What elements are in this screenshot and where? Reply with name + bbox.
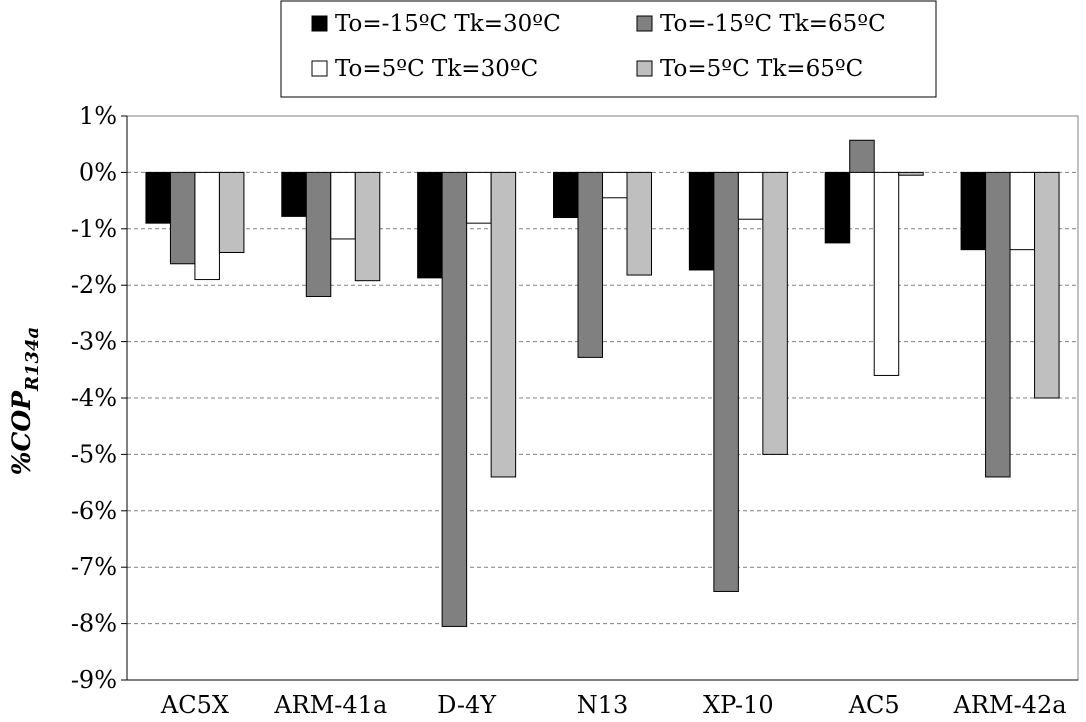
- y-tick-label: -5%: [71, 440, 117, 468]
- bar-arm-42a-series-2: [985, 171, 1011, 478]
- bars: [145, 139, 1060, 627]
- legend-label-4: To=5ºC Tk=65ºC: [660, 56, 863, 82]
- bar-xp-10-series-4: [762, 171, 788, 455]
- bar-ac5x-series-4: [218, 171, 245, 253]
- y-tick-label: -8%: [71, 610, 117, 638]
- x-tick-labels: AC5X ARM-41a D-4Y N13 XP-10 AC5 ARM-42a: [160, 691, 1067, 719]
- legend-swatch-1: [311, 15, 328, 32]
- y-tick-label: -1%: [71, 215, 117, 243]
- bar-xp-10-series-1: [688, 171, 715, 271]
- bar-n13-series-1: [553, 171, 579, 219]
- x-tick-label: AC5: [848, 691, 900, 719]
- bar-n13-series-4: [626, 171, 652, 276]
- x-tick-label: AC5X: [160, 691, 229, 719]
- y-tick-label: -4%: [71, 384, 117, 412]
- bar-arm-41a-series-1: [281, 171, 307, 217]
- y-tick-label: -7%: [71, 553, 117, 581]
- x-tick-label: XP-10: [703, 691, 774, 719]
- y-tick-label: -9%: [71, 666, 117, 694]
- legend-label-3: To=5ºC Tk=30ºC: [335, 56, 538, 82]
- bar-d-4y-series-4: [490, 171, 517, 478]
- bar-arm-41a-series-4: [354, 171, 381, 282]
- bar-ac5x-series-1: [145, 171, 171, 224]
- legend-label-1: To=-15ºC Tk=30ºC: [335, 11, 561, 37]
- legend: To=-15ºC Tk=30ºC To=-15ºC Tk=65ºC To=5ºC T…: [280, 0, 937, 98]
- y-tick-labels: 1% 0% -1% -2% -3% -4% -5% -6% -7% -8% -9%: [71, 102, 117, 694]
- y-tick-label: -6%: [71, 497, 117, 525]
- axes: [121, 115, 1079, 681]
- bar-ac5-series-3: [873, 171, 900, 376]
- bar-arm-42a-series-4: [1034, 171, 1060, 399]
- x-tick-label: D-4Y: [437, 691, 497, 719]
- bar-arm-42a-series-1: [960, 171, 987, 251]
- bar-d-4y-series-1: [417, 171, 443, 279]
- bar-ac5x-series-3: [194, 171, 220, 281]
- y-axis-label: %COPR134a: [7, 327, 43, 475]
- x-tick-label: N13: [577, 691, 629, 719]
- bar-n13-series-2: [577, 171, 603, 358]
- x-tick-label: ARM-42a: [953, 691, 1067, 719]
- legend-label-2: To=-15ºC Tk=65ºC: [660, 11, 886, 37]
- bar-ac5-series-1: [824, 171, 851, 244]
- y-tick-label: -3%: [71, 328, 117, 356]
- y-tick-label: -2%: [71, 271, 117, 299]
- legend-swatch-3: [311, 60, 328, 77]
- bar-arm-42a-series-3: [1009, 171, 1036, 251]
- bar-n13-series-3: [602, 171, 628, 199]
- bar-ac5x-series-2: [169, 171, 196, 265]
- bar-d-4y-series-2: [441, 171, 468, 627]
- y-tick-label: 1%: [79, 102, 117, 130]
- y-tick-label: 0%: [79, 158, 117, 186]
- bar-xp-10-series-2: [713, 171, 739, 592]
- bar-ac5-series-2: [849, 139, 875, 173]
- bar-ac5-series-4: [898, 171, 924, 176]
- bar-arm-41a-series-2: [305, 171, 332, 297]
- bar-arm-41a-series-3: [330, 171, 356, 240]
- bar-xp-10-series-3: [737, 171, 764, 220]
- bar-d-4y-series-3: [466, 171, 492, 224]
- legend-swatch-2: [636, 15, 653, 32]
- x-tick-label: ARM-41a: [273, 691, 387, 719]
- legend-swatch-4: [636, 60, 653, 77]
- legend-box: [280, 0, 937, 98]
